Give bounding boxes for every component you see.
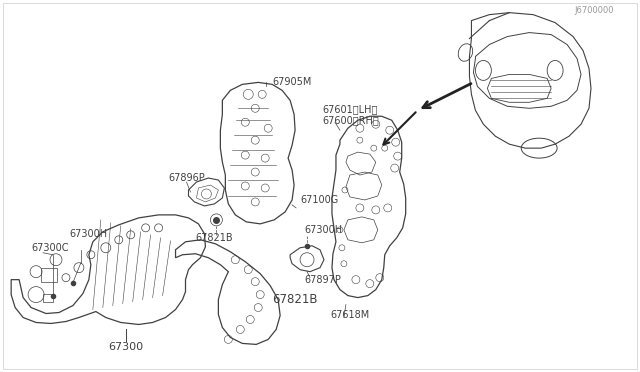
Text: 67300C: 67300C (31, 243, 68, 253)
Text: 67821B: 67821B (273, 293, 318, 306)
Text: 67100G: 67100G (300, 195, 339, 205)
Text: 67300: 67300 (108, 342, 143, 352)
Text: 67618M: 67618M (330, 310, 369, 320)
Text: J6700000: J6700000 (574, 6, 614, 15)
Text: 67300H: 67300H (69, 229, 107, 239)
Text: 67600〈RH〉: 67600〈RH〉 (322, 115, 379, 125)
Text: 67896P: 67896P (168, 173, 205, 183)
Text: 67821B: 67821B (195, 233, 233, 243)
Text: 67300H: 67300H (304, 225, 342, 235)
Text: 67905M: 67905M (272, 77, 312, 87)
Text: 67601〈LH〉: 67601〈LH〉 (322, 104, 378, 114)
Text: 67897P: 67897P (304, 275, 341, 285)
